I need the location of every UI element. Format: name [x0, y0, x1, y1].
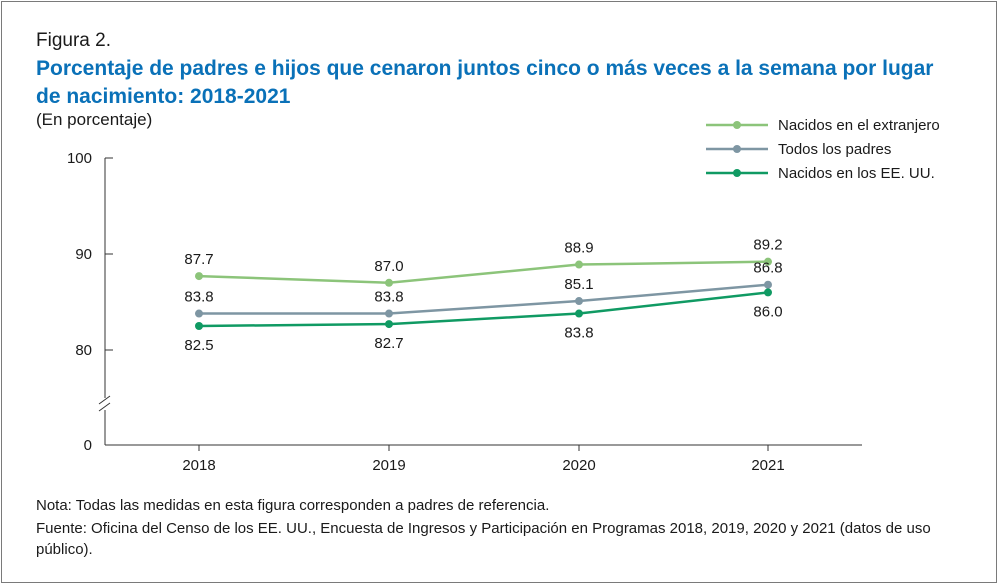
legend-swatch-foreign: [706, 121, 768, 129]
legend-swatch-us: [706, 169, 768, 177]
legend-item-foreign: Nacidos en el extranjero: [706, 113, 940, 137]
legend-item-all: Todos los padres: [706, 137, 940, 161]
y-tick-label: 90: [75, 246, 92, 263]
data-label: 85.1: [564, 276, 593, 293]
chart-axes: 0 80 90 100 2018 2019 2020 2021: [67, 150, 862, 474]
legend-swatch-dot: [733, 145, 741, 153]
series-1: 83.8 83.8 85.1 86.8: [184, 260, 783, 318]
series-2: 82.5 82.7 83.8 86.0: [184, 288, 783, 354]
data-point: [195, 272, 203, 281]
chart-subtitle: (En porcentaje): [36, 110, 153, 129]
y-tick-label: 0: [84, 437, 92, 454]
legend-swatch-dot: [733, 169, 741, 177]
data-point: [575, 260, 583, 269]
data-label: 87.7: [184, 251, 213, 268]
data-label: 89.2: [753, 237, 782, 254]
data-label: 83.8: [564, 325, 593, 342]
data-label: 87.0: [374, 258, 403, 275]
data-point: [575, 297, 583, 306]
data-point: [385, 309, 393, 318]
data-point: [195, 309, 203, 318]
data-point: [764, 288, 772, 297]
chart-source: Fuente: Oficina del Censo de los EE. UU.…: [36, 520, 931, 558]
data-label: 83.8: [374, 289, 403, 306]
series-0: 87.7 87.0 88.9 89.2: [184, 237, 783, 287]
x-tick-label: 2019: [372, 457, 405, 474]
x-tick-label: 2020: [562, 457, 595, 474]
legend-label-us: Nacidos en los EE. UU.: [778, 164, 935, 182]
chart-note: Nota: Todas las medidas en esta figura c…: [36, 497, 550, 514]
legend-swatch-all: [706, 145, 768, 153]
data-point: [764, 257, 772, 266]
data-label: 82.5: [184, 337, 213, 354]
data-label: 86.8: [753, 260, 782, 277]
series-layer: 87.7 87.0 88.9 89.2 83.8 83.8 85.1 86.8 82.5 82.7…: [184, 237, 782, 354]
legend-item-us: Nacidos en los EE. UU.: [706, 161, 940, 185]
data-point: [385, 278, 393, 287]
series-line: [198, 291, 769, 328]
y-tick-label: 80: [75, 342, 92, 359]
legend-swatch-dot: [733, 121, 741, 129]
data-label: 83.8: [184, 289, 213, 306]
y-tick-label: 100: [67, 150, 92, 167]
y-axis-break-mark-2: [98, 402, 111, 412]
x-tick-label: 2021: [751, 457, 784, 474]
data-label: 88.9: [564, 240, 593, 257]
legend-label-all: Todos los padres: [778, 140, 892, 158]
data-point: [195, 322, 203, 330]
figure-label: Figura 2.: [36, 30, 111, 51]
legend-label-foreign: Nacidos en el extranjero: [778, 116, 940, 134]
series-line: [199, 283, 769, 315]
data-point: [385, 320, 393, 329]
x-tick-label: 2018: [182, 457, 215, 474]
series-line: [198, 260, 769, 285]
y-axis-break-mark-1: [98, 395, 111, 405]
chart-title: Porcentaje de padres e hijos que cenaron…: [36, 57, 934, 108]
chart-legend: Nacidos en el extranjero Todos los padre…: [706, 113, 940, 185]
data-point: [764, 280, 772, 289]
data-label: 86.0: [753, 303, 782, 320]
data-point: [575, 309, 583, 318]
data-label: 82.7: [374, 335, 403, 352]
